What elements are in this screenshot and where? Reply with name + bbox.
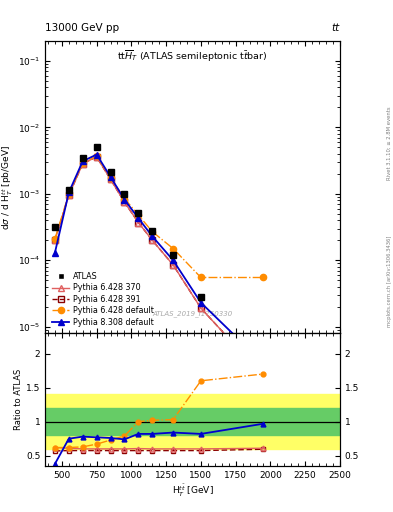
Text: tt$\overline{H}_T$ (ATLAS semileptonic t$\bar{t}$bar): tt$\overline{H}_T$ (ATLAS semileptonic t… (117, 48, 268, 63)
Text: Rivet 3.1.10; ≥ 2.8M events: Rivet 3.1.10; ≥ 2.8M events (387, 106, 392, 180)
X-axis label: H$_T^{t\bar{t}}$ [GeV]: H$_T^{t\bar{t}}$ [GeV] (172, 482, 213, 499)
Text: 13000 GeV pp: 13000 GeV pp (45, 23, 119, 33)
Y-axis label: d$\sigma$ / d H$_T^{t\bar{t}}$ [pb/GeV]: d$\sigma$ / d H$_T^{t\bar{t}}$ [pb/GeV] (0, 144, 15, 229)
Text: ATLAS_2019_I1750330: ATLAS_2019_I1750330 (152, 310, 233, 317)
Text: tt: tt (332, 23, 340, 33)
Text: mcplots.cern.ch [arXiv:1306.3436]: mcplots.cern.ch [arXiv:1306.3436] (387, 236, 392, 327)
Legend: ATLAS, Pythia 6.428 370, Pythia 6.428 391, Pythia 6.428 default, Pythia 8.308 de: ATLAS, Pythia 6.428 370, Pythia 6.428 39… (49, 270, 157, 329)
Y-axis label: Ratio to ATLAS: Ratio to ATLAS (14, 369, 23, 430)
